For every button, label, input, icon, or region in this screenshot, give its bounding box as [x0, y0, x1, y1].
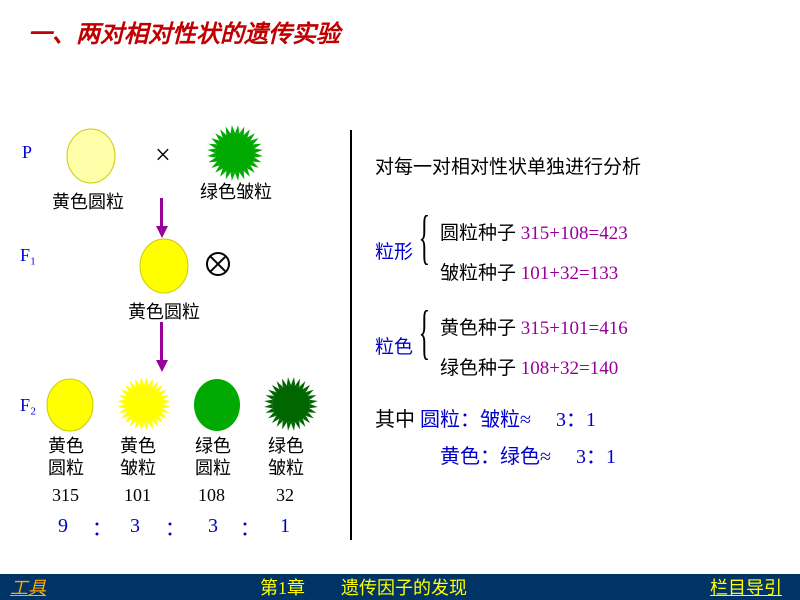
brace-shape: { [419, 203, 431, 272]
conclusion-yellow: 黄色：绿色≈ 3：1 [440, 440, 616, 469]
parent2-label: 绿色皱粒 [200, 178, 272, 204]
f1-seed [138, 238, 190, 294]
color-yellow-line: 黄色种子 315+101=416 [440, 313, 628, 340]
f2-label-4: 绿色皱粒 [268, 435, 304, 479]
f2-seed-1 [45, 378, 95, 432]
ratio-3a: 3 [130, 515, 140, 538]
footer-nav-link[interactable]: 栏目导引 [710, 574, 782, 600]
generation-f2-label: F₂ [20, 395, 36, 416]
generation-f1-label: F₁ [20, 245, 36, 266]
ratio-c2: ： [165, 512, 185, 541]
generation-p-label: P [22, 142, 32, 163]
f2-count-1: 315 [52, 485, 79, 506]
ratio-9: 9 [58, 515, 68, 538]
parent1-seed [65, 128, 117, 184]
page-title: 一、两对相对性状的遗传实验 [28, 14, 340, 49]
ratio-1: 1 [280, 515, 290, 538]
parent1-label: 黄色圆粒 [52, 188, 124, 214]
color-green-line: 绿色种子 108+32=140 [440, 353, 618, 380]
f2-count-3: 108 [198, 485, 225, 506]
footer-tools-link[interactable]: 工具 [10, 574, 46, 600]
ratio-c1: ： [92, 512, 112, 541]
footer-chapter-title: 第1章 遗传因子的发现 [260, 574, 467, 600]
ratio-3b: 3 [208, 515, 218, 538]
self-cross-icon [206, 252, 230, 276]
f2-label-3: 绿色圆粒 [195, 435, 231, 479]
footer-bar: 工具 第1章 遗传因子的发现 栏目导引 [0, 574, 800, 600]
f2-label-2: 黄色皱粒 [120, 435, 156, 479]
ratio-c3: ： [240, 512, 260, 541]
f2-count-4: 32 [276, 485, 294, 506]
f2-seed-4 [262, 375, 320, 433]
cross-symbol: × [155, 140, 171, 172]
vertical-divider [350, 130, 352, 540]
shape-round-line: 圆粒种子 315+108=423 [440, 218, 628, 245]
f2-count-2: 101 [124, 485, 151, 506]
f1-label: 黄色圆粒 [128, 298, 200, 324]
f2-seed-3 [192, 378, 242, 432]
conclusion-round: 其中 圆粒：皱粒≈ 3：1 [375, 403, 596, 432]
color-label: 粒色 [375, 332, 413, 359]
analysis-title: 对每一对相对性状单独进行分析 [375, 152, 641, 179]
shape-wrinkled-line: 皱粒种子 101+32=133 [440, 258, 618, 285]
f2-seed-2 [115, 375, 173, 433]
shape-label: 粒形 [375, 237, 413, 264]
f2-label-1: 黄色圆粒 [48, 435, 84, 479]
brace-color: { [419, 298, 431, 367]
parent2-seed [205, 123, 265, 183]
